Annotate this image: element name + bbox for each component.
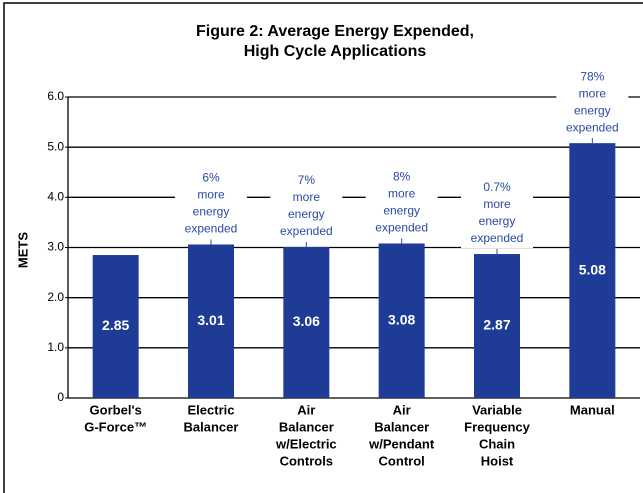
x-tick-label: Balancer	[279, 419, 334, 434]
y-tick-label: 2.0	[47, 290, 64, 304]
x-tick-label: Controls	[280, 453, 333, 468]
bar	[569, 143, 616, 398]
annotation-bg	[556, 69, 629, 138]
annotation: expended	[375, 221, 428, 235]
annotation: expended	[471, 231, 524, 245]
bar	[283, 246, 330, 398]
y-tick-label: 4.0	[47, 190, 64, 204]
bar	[474, 254, 520, 398]
annotation: energy	[193, 205, 230, 219]
annotation: more	[483, 197, 511, 211]
annotation: more	[197, 188, 225, 202]
x-tick-label: Variable	[472, 402, 522, 417]
x-tick-label: Chain	[479, 436, 515, 451]
annotation: energy	[574, 103, 611, 117]
x-tick-label: w/Pendant	[368, 436, 435, 451]
value-label: 3.06	[293, 313, 320, 329]
annotation: 0.7%	[483, 180, 511, 194]
y-tick-label: 5.0	[47, 139, 64, 153]
bar	[92, 255, 139, 398]
annotation: expended	[566, 120, 619, 134]
annotation: energy	[288, 207, 325, 221]
annotation-bg	[365, 169, 438, 238]
annotation-bg	[461, 180, 533, 249]
x-tick-label: Frequency	[464, 419, 531, 434]
annotation: 6%	[202, 171, 220, 185]
annotation: 8%	[393, 170, 411, 184]
x-tick-label: Air	[393, 402, 411, 417]
value-label: 2.87	[483, 317, 510, 333]
x-tick-label: Hoist	[481, 453, 514, 468]
bar	[188, 244, 234, 398]
x-tick-label: G-Force™	[84, 419, 147, 434]
value-label: 2.85	[102, 317, 129, 333]
bar	[378, 243, 425, 398]
annotation: more	[388, 187, 416, 201]
chart-title: Figure 2: Average Energy Expended,	[196, 23, 474, 40]
chart-title: High Cycle Applications	[244, 43, 427, 60]
y-tick-label: 0	[57, 390, 64, 404]
y-tick-label: 3.0	[47, 240, 64, 254]
annotation: 7%	[298, 173, 316, 187]
annotation: more	[579, 86, 607, 100]
x-tick-label: Air	[297, 402, 315, 417]
annotation-bg	[270, 172, 343, 241]
y-tick-label: 6.0	[47, 89, 64, 103]
value-label: 5.08	[579, 261, 606, 277]
x-tick-label: Control	[379, 453, 425, 468]
annotation: expended	[185, 222, 238, 236]
x-tick-label: Electric	[188, 402, 235, 417]
x-tick-label: w/Electric	[275, 436, 337, 451]
frame	[3, 2, 643, 493]
annotation-bg	[175, 170, 247, 239]
y-axis-label: METS	[15, 232, 30, 268]
x-tick-label: Manual	[570, 402, 615, 417]
annotation: energy	[479, 214, 516, 228]
x-tick-label: Balancer	[184, 419, 239, 434]
annotation: 78%	[580, 69, 604, 83]
annotation: energy	[383, 204, 420, 218]
value-label: 3.01	[197, 312, 224, 328]
annotation: expended	[280, 224, 333, 238]
annotation: more	[293, 190, 321, 204]
value-label: 3.08	[388, 311, 415, 327]
y-tick-label: 1.0	[47, 340, 64, 354]
x-tick-label: Balancer	[374, 419, 429, 434]
x-tick-label: Gorbel's	[90, 402, 142, 417]
